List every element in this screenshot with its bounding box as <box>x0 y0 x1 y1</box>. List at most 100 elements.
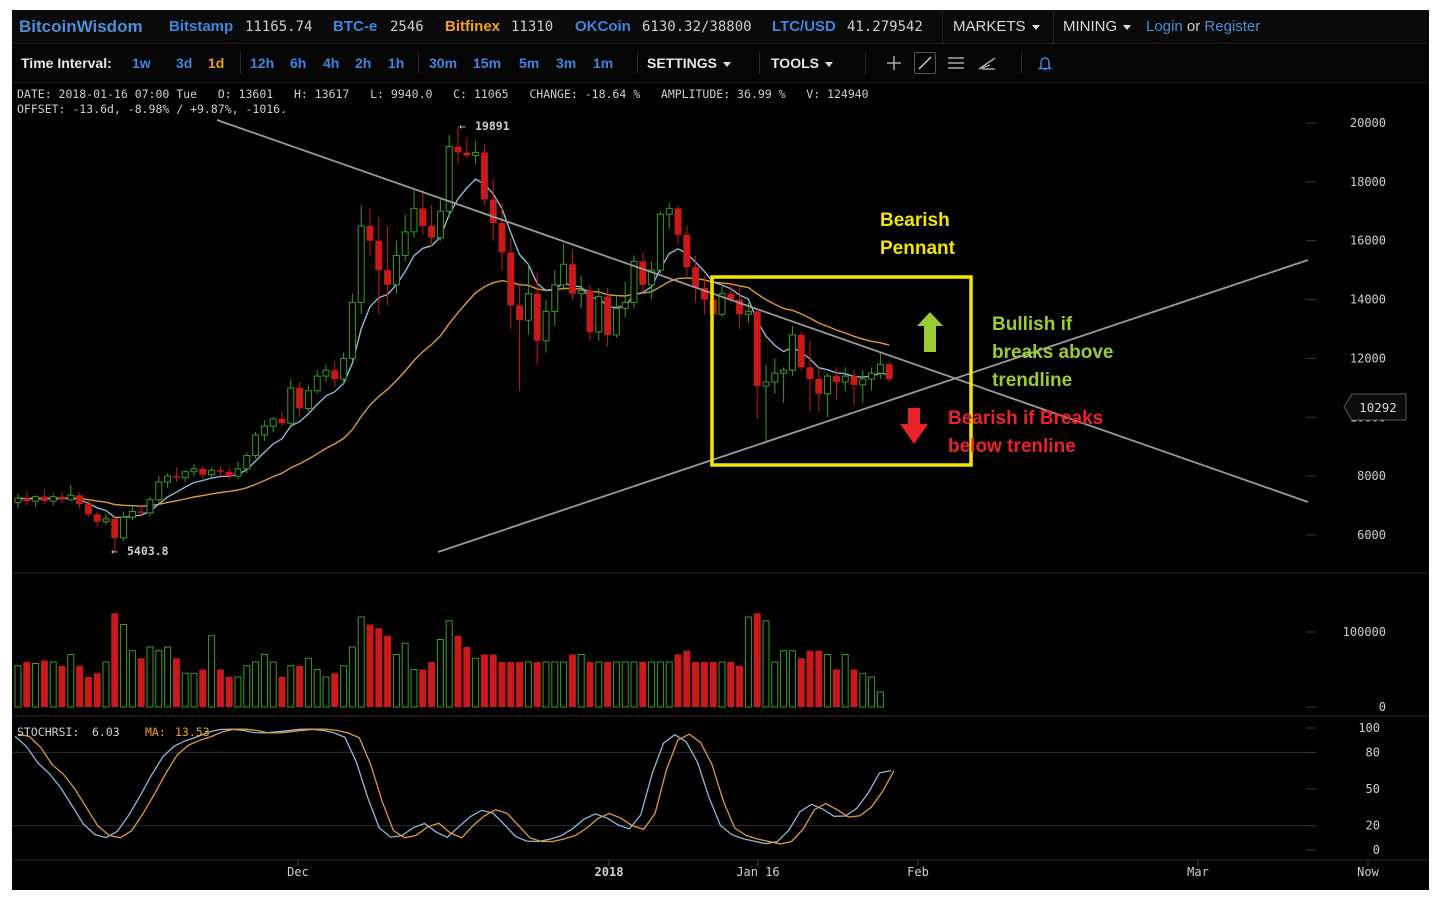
interval-4h[interactable]: 4h <box>323 55 340 71</box>
volume-bar <box>604 662 612 707</box>
crosshair-icon[interactable] <box>883 52 905 74</box>
candle <box>630 255 638 309</box>
stochrsi-ma-line <box>17 728 895 845</box>
candle <box>199 465 207 480</box>
time-label: 2018 <box>595 865 624 879</box>
candle <box>23 490 31 506</box>
candle <box>357 205 365 315</box>
interval-1w[interactable]: 1w <box>132 55 151 71</box>
auth-links: Login or Register <box>1146 18 1260 35</box>
arrow-down-icon <box>900 408 928 444</box>
candle <box>718 284 726 318</box>
stoch-tick-label: 50 <box>1366 782 1380 796</box>
arrow-up-icon <box>917 312 943 352</box>
candle <box>639 252 647 294</box>
offset-info-line: OFFSET: -13.6d, -8.98% / +9.87%, -1016. <box>17 102 288 116</box>
interval-5m[interactable]: 5m <box>519 55 540 71</box>
candle <box>568 249 576 300</box>
brand-logo[interactable]: BitcoinWisdom <box>19 17 143 36</box>
candle <box>612 296 620 338</box>
volume-bar <box>14 665 22 708</box>
stoch-tick-label: 100 <box>1358 721 1380 735</box>
volume-bar <box>516 662 524 707</box>
exchange-price-bitstamp: 11165.74 <box>245 19 313 35</box>
exchange-name-okcoin[interactable]: OKCoin <box>575 18 631 35</box>
volume-bar <box>234 676 242 708</box>
candle <box>252 432 260 459</box>
svg-text:←: ← <box>111 544 118 558</box>
candle <box>832 367 840 400</box>
candle <box>84 499 92 518</box>
volume-bar <box>340 665 348 708</box>
interval-3d[interactable]: 3d <box>176 55 193 71</box>
candle <box>753 310 761 420</box>
time-label: Mar <box>1187 865 1209 879</box>
candle <box>788 326 796 377</box>
candle <box>366 208 374 256</box>
candle <box>348 293 356 362</box>
volume-bar <box>296 665 304 707</box>
tools-menu[interactable]: TOOLS <box>771 55 833 71</box>
volume-bar <box>560 661 568 708</box>
settings-menu[interactable]: SETTINGS <box>647 55 732 71</box>
candle <box>419 190 427 235</box>
interval-2h[interactable]: 2h <box>355 55 372 71</box>
interval-3m[interactable]: 3m <box>556 55 577 71</box>
interval-1h[interactable]: 1h <box>388 55 405 71</box>
interval-15m[interactable]: 15m <box>473 55 502 71</box>
candle <box>797 331 805 371</box>
volume-bar <box>172 658 180 707</box>
volume-bar <box>58 665 66 707</box>
bullish-annotation: Bullish if breaks above trendline <box>992 311 1113 395</box>
login-link[interactable]: Login <box>1146 18 1183 35</box>
interval-30m[interactable]: 30m <box>429 55 458 71</box>
volume-bar <box>700 662 708 707</box>
volume-bar <box>762 620 770 708</box>
volume-bar <box>841 654 849 708</box>
markets-menu[interactable]: MARKETS <box>953 18 1040 35</box>
register-link[interactable]: Register <box>1204 18 1261 35</box>
fib-lines-icon[interactable] <box>945 52 967 74</box>
line-icon[interactable] <box>914 52 936 74</box>
exchange-name-bitfinex[interactable]: Bitfinex <box>445 18 501 35</box>
mining-menu[interactable]: MINING <box>1063 18 1132 35</box>
volume-tick-label: 100000 <box>1343 625 1386 639</box>
volume-bar <box>436 639 444 708</box>
interval-6h[interactable]: 6h <box>290 55 307 71</box>
chart-canvas[interactable]: 20000 18000 16000 14000 12000 100 0 0 8000 6000 1… <box>12 10 1429 890</box>
volume-bar <box>146 646 154 708</box>
stochrsi-lines <box>14 728 895 845</box>
candle <box>384 226 392 306</box>
volume-bar <box>551 661 559 708</box>
volume-bar <box>692 662 700 707</box>
candle <box>234 461 242 480</box>
candle <box>58 492 66 503</box>
interval-1d[interactable]: 1d <box>208 55 225 71</box>
exchange-name-btce[interactable]: BTC-e <box>333 18 378 35</box>
markets-label: MARKETS <box>953 18 1026 35</box>
candle-info-line: DATE: 2018-01-16 07:00 Tue O: 13601 H: 1… <box>17 87 869 101</box>
alert-bell-icon[interactable] <box>1034 52 1056 74</box>
candle <box>436 199 444 241</box>
volume-bar <box>850 669 858 707</box>
volume-bar <box>648 661 656 708</box>
chevron-down-icon <box>1031 24 1040 30</box>
volume-bar <box>155 650 163 708</box>
toolbar-divider <box>759 52 760 74</box>
interval-12h[interactable]: 12h <box>250 55 275 71</box>
candle <box>375 217 383 315</box>
volume-bar <box>780 650 788 708</box>
exchange-name-ltcusd[interactable]: LTC/USD <box>772 18 836 35</box>
volume-bar <box>23 662 31 707</box>
time-axis: Dec 2018 Jan 16 Feb Mar Now <box>287 860 1380 879</box>
candle <box>313 370 321 394</box>
volume-bar <box>348 646 356 708</box>
bullish-line1: Bullish if <box>992 314 1073 335</box>
chevron-down-icon <box>824 61 833 67</box>
exchange-name-bitstamp[interactable]: Bitstamp <box>169 18 234 35</box>
volume-bar <box>304 657 312 708</box>
top-nav: BitcoinWisdom Bitstamp 11165.74 BTC-e 25… <box>12 10 1429 44</box>
interval-1m[interactable]: 1m <box>593 55 614 71</box>
pen-icon[interactable] <box>976 52 998 74</box>
volume-bar <box>639 662 647 707</box>
